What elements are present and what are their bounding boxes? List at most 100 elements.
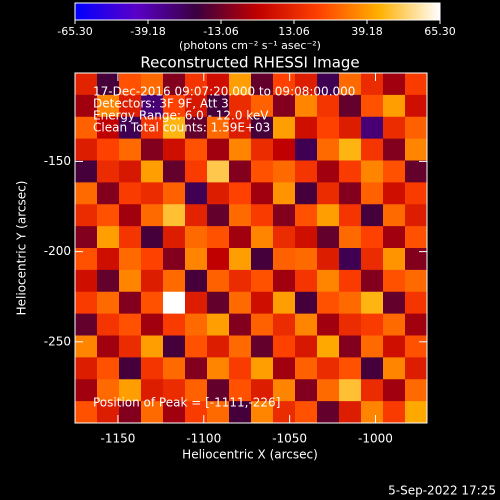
heatmap-cell — [163, 248, 186, 271]
heatmap-cell — [207, 73, 230, 96]
heatmap-cell — [229, 379, 252, 402]
heatmap-cell — [251, 401, 274, 424]
heatmap-cell — [75, 226, 98, 249]
heatmap-cell — [97, 226, 120, 249]
heatmap-cell — [317, 335, 340, 358]
heatmap-cell — [317, 204, 340, 227]
heatmap-cell — [141, 357, 164, 380]
heatmap-cell — [339, 160, 362, 183]
heatmap-cell — [251, 269, 274, 293]
heatmap-cell — [339, 138, 362, 161]
heatmap-cell — [339, 335, 362, 358]
heatmap-cell — [317, 138, 340, 161]
heatmap-cell — [273, 357, 296, 380]
heatmap-cell — [295, 379, 318, 402]
heatmap-cell — [119, 291, 142, 315]
heatmap-cell — [207, 335, 230, 358]
heatmap-cell — [251, 248, 274, 271]
heatmap-cell — [119, 138, 142, 161]
heatmap-cell — [361, 226, 384, 249]
heatmap-cell — [317, 401, 340, 424]
plot-frame — [74, 72, 428, 424]
heatmap-cell — [295, 248, 318, 271]
colorbar-tick-label: -13.06 — [203, 25, 238, 38]
heatmap-cell — [207, 94, 230, 118]
heatmap-cell — [185, 379, 208, 402]
heatmap-cell — [251, 379, 274, 402]
heatmap-cell — [361, 204, 384, 227]
y-tick-label: -200 — [44, 244, 71, 258]
heatmap-cell — [163, 335, 186, 358]
heatmap-cell — [207, 401, 230, 424]
heatmap-cell — [75, 160, 98, 183]
heatmap-cell — [141, 313, 164, 336]
heatmap-cell — [141, 335, 164, 358]
heatmap-cell — [273, 116, 296, 140]
heatmap-cell — [97, 291, 120, 315]
heatmap-cell — [141, 401, 164, 424]
y-tick-label: -150 — [44, 154, 71, 168]
heatmap-cell — [119, 248, 142, 271]
heatmap-cell — [317, 379, 340, 402]
heatmap-cell — [163, 160, 186, 183]
heatmap-cell — [383, 116, 406, 140]
heatmap-cell — [163, 379, 186, 402]
heatmap-cell — [185, 73, 208, 96]
heatmap-cell — [141, 226, 164, 249]
heatmap-cell — [361, 182, 384, 205]
heatmap-cell — [295, 116, 318, 140]
heatmap-cell — [339, 116, 362, 140]
heatmap-cell — [273, 138, 296, 161]
heatmap-cell — [405, 313, 428, 336]
heatmap-cell — [185, 94, 208, 118]
heatmap-cell — [119, 116, 142, 140]
heatmap-cell — [163, 204, 186, 227]
heatmap-cell — [185, 226, 208, 249]
heatmap-cell — [273, 248, 296, 271]
heatmap-cell — [141, 73, 164, 96]
x-axis-label: Heliocentric X (arcsec) — [182, 448, 318, 462]
heatmap-cell — [273, 379, 296, 402]
heatmap-cell — [383, 160, 406, 183]
heatmap-cell — [405, 401, 428, 424]
heatmap-cell — [339, 357, 362, 380]
heatmap-cell — [207, 357, 230, 380]
heatmap-cell — [185, 313, 208, 336]
heatmap-cell — [251, 204, 274, 227]
heatmap-cell — [119, 401, 142, 424]
heatmap-cell — [405, 116, 428, 140]
colorbar — [74, 2, 441, 21]
heatmap-cell — [163, 94, 186, 118]
heatmap-cell — [251, 182, 274, 205]
heatmap-cell — [75, 269, 98, 293]
heatmap-cell — [251, 160, 274, 183]
heatmap-cell — [119, 182, 142, 205]
heatmap-cell — [339, 401, 362, 424]
heatmap-cell — [119, 73, 142, 96]
annotation: 17-Dec-2016 09:07:20.000 to 09:08:00.000 — [93, 85, 355, 99]
heatmap-cell — [229, 313, 252, 336]
heatmap-cell — [163, 401, 186, 424]
heatmap-cell — [97, 357, 120, 380]
heatmap-cell — [383, 291, 406, 315]
heatmap-cell — [405, 291, 428, 315]
heatmap-cell — [75, 204, 98, 227]
footer: 5-Sep-2022 17:25 — [388, 484, 496, 498]
heatmap-cell — [339, 204, 362, 227]
heatmap-cell — [207, 182, 230, 205]
heatmap-cell — [317, 291, 340, 315]
heatmap-cell — [339, 94, 362, 118]
heatmap-cell — [119, 269, 142, 293]
heatmap-cell — [141, 204, 164, 227]
heatmap-cell — [207, 248, 230, 271]
heatmap-cell — [229, 291, 252, 315]
heatmap-cell — [405, 248, 428, 271]
heatmap-cell — [229, 401, 252, 424]
heatmap-cell — [251, 94, 274, 118]
heatmap-cell — [163, 73, 186, 96]
heatmap-cell — [295, 73, 318, 96]
heatmap-cell — [383, 401, 406, 424]
heatmap-cell — [75, 182, 98, 205]
heatmap-cell — [97, 401, 120, 424]
